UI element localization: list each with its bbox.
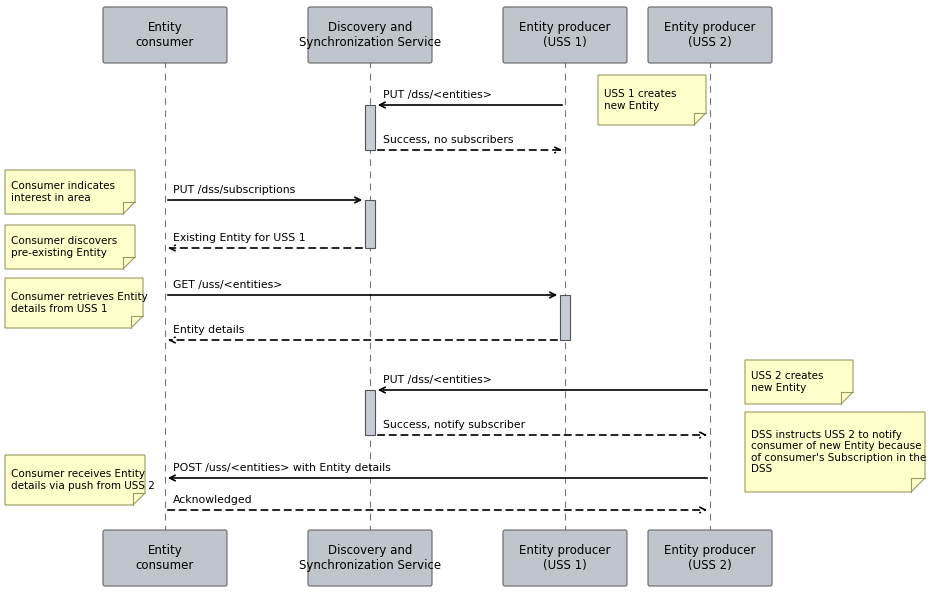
Text: Entity producer
(USS 1): Entity producer (USS 1) xyxy=(519,544,610,572)
Text: Entity producer
(USS 1): Entity producer (USS 1) xyxy=(519,21,610,49)
Text: POST /uss/<entities> with Entity details: POST /uss/<entities> with Entity details xyxy=(173,463,391,473)
FancyBboxPatch shape xyxy=(103,7,227,63)
Text: Success, notify subscriber: Success, notify subscriber xyxy=(383,420,525,430)
Text: PUT /dss/<entities>: PUT /dss/<entities> xyxy=(383,375,492,385)
Polygon shape xyxy=(745,412,925,492)
FancyBboxPatch shape xyxy=(648,530,772,586)
Text: Consumer indicates
interest in area: Consumer indicates interest in area xyxy=(11,181,115,203)
Text: PUT /dss/subscriptions: PUT /dss/subscriptions xyxy=(173,185,295,195)
Text: Consumer discovers
pre-existing Entity: Consumer discovers pre-existing Entity xyxy=(11,236,117,258)
Text: Entity producer
(USS 2): Entity producer (USS 2) xyxy=(664,544,755,572)
FancyBboxPatch shape xyxy=(648,7,772,63)
Text: Discovery and
Synchronization Service: Discovery and Synchronization Service xyxy=(299,21,441,49)
FancyBboxPatch shape xyxy=(308,7,432,63)
Polygon shape xyxy=(598,75,706,125)
Text: Acknowledged: Acknowledged xyxy=(173,495,252,505)
Polygon shape xyxy=(5,225,135,269)
FancyBboxPatch shape xyxy=(103,530,227,586)
Polygon shape xyxy=(5,278,143,328)
Polygon shape xyxy=(5,455,145,505)
Polygon shape xyxy=(5,170,135,214)
Bar xyxy=(365,200,375,248)
Text: PUT /dss/<entities>: PUT /dss/<entities> xyxy=(383,90,492,100)
Text: Entity
consumer: Entity consumer xyxy=(136,21,194,49)
Bar xyxy=(365,390,375,435)
Text: GET /uss/<entities>: GET /uss/<entities> xyxy=(173,280,283,290)
FancyBboxPatch shape xyxy=(503,530,627,586)
Text: USS 1 creates
new Entity: USS 1 creates new Entity xyxy=(604,89,676,111)
Text: Entity producer
(USS 2): Entity producer (USS 2) xyxy=(664,21,755,49)
Text: Success, no subscribers: Success, no subscribers xyxy=(383,135,513,145)
FancyBboxPatch shape xyxy=(503,7,627,63)
Text: Consumer retrieves Entity
details from USS 1: Consumer retrieves Entity details from U… xyxy=(11,292,148,314)
Text: Discovery and
Synchronization Service: Discovery and Synchronization Service xyxy=(299,544,441,572)
Text: DSS instructs USS 2 to notify
consumer of new Entity because
of consumer's Subsc: DSS instructs USS 2 to notify consumer o… xyxy=(751,430,926,474)
Text: Existing Entity for USS 1: Existing Entity for USS 1 xyxy=(173,233,305,243)
Text: Entity
consumer: Entity consumer xyxy=(136,544,194,572)
Bar xyxy=(560,295,570,340)
Polygon shape xyxy=(745,360,853,404)
Text: Consumer receives Entity
details via push from USS 2: Consumer receives Entity details via pus… xyxy=(11,469,154,491)
Bar xyxy=(365,105,375,150)
Text: Entity details: Entity details xyxy=(173,325,244,335)
Text: USS 2 creates
new Entity: USS 2 creates new Entity xyxy=(751,371,823,393)
FancyBboxPatch shape xyxy=(308,530,432,586)
